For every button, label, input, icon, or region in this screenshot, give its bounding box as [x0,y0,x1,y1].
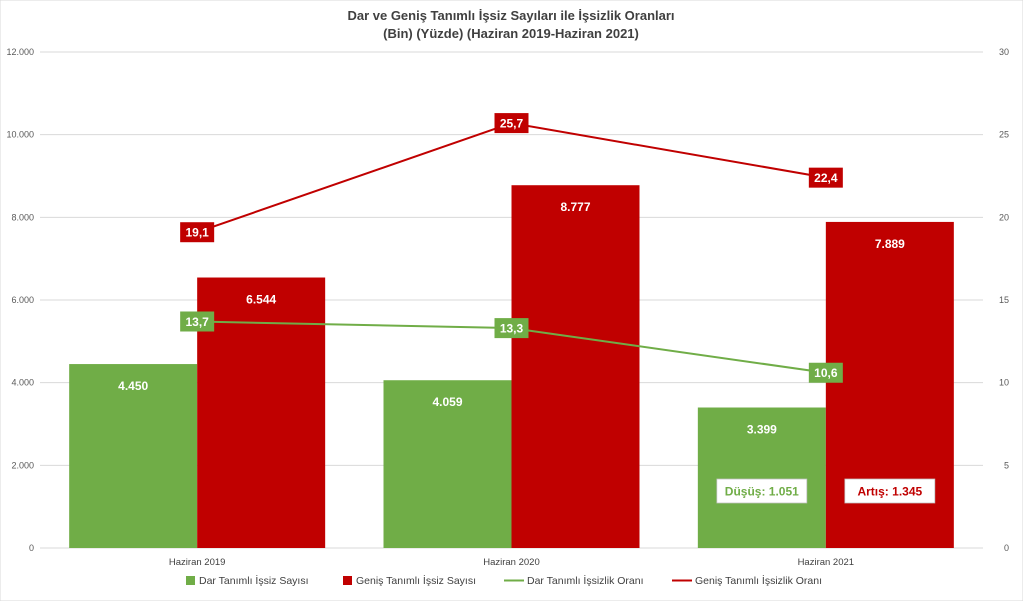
legend-label: Dar Tanımlı İşsizlik Oranı [527,574,644,587]
x-tick-label: Haziran 2021 [798,557,855,568]
line-point-label-box [180,222,215,243]
y-left-tick-label: 0 [29,543,34,553]
y-left-tick-label: 2.000 [11,460,34,470]
line-point-label: 10,6 [814,366,838,380]
line-point-label-box [180,311,215,332]
annotations: Düşüş: 1.051 Artış: 1.345 [716,478,936,504]
line-point-label-box [808,167,843,188]
y-right-tick-label: 20 [999,212,1009,222]
line-point-label-box [494,318,529,339]
y-left-tick-label: 4.000 [11,378,34,388]
bar-dar [383,380,512,548]
bar-value-label: 4.059 [432,395,462,409]
legend-label: Geniş Tanımlı İşsizlik Oranı [695,574,822,587]
line-point-label: 13,7 [185,315,209,329]
line-point-label-box [808,362,843,383]
y-right-tick-label: 25 [999,130,1009,140]
y-left-tick-label: 8.000 [11,212,34,222]
legend: Dar Tanımlı İşsiz Sayısı Geniş Tanımlı İş… [186,574,822,587]
bar-value-label: 6.544 [246,293,276,307]
legend-marker [186,576,195,585]
bar-value-label: 3.399 [747,423,777,437]
annotation-text: Düşüş: 1.051 [725,485,799,499]
bar-genis [511,185,640,548]
axes: 0 2.000 4.000 6.000 8.000 10.000 12.000 0 5 10 15 2… [6,47,1009,568]
y-right-tick-label: 10 [999,378,1009,388]
y-left-tick-label: 12.000 [6,47,34,57]
bar-value-label: 4.450 [118,379,148,393]
bar-dar [69,364,198,548]
data-labels: 4.450 4.059 3.399 6.544 8.777 7.889 13,7 13,3 10… [118,113,905,437]
bar-dar [697,407,826,548]
legend-label: Geniş Tanımlı İşsiz Sayısı [356,574,476,587]
bar-genis [197,277,326,548]
bar-value-label: 7.889 [875,237,905,251]
line-point-label: 13,3 [500,322,524,336]
chart-title-line-2: (Bin) (Yüzde) (Haziran 2019-Haziran 2021… [383,26,639,41]
annotation-text: Artış: 1.345 [857,485,922,499]
annotation-box [716,478,808,504]
line-point-label: 19,1 [185,226,209,240]
legend-marker [343,576,352,585]
y-right-tick-label: 30 [999,47,1009,57]
line-point-label: 22,4 [814,171,838,185]
line-point-label: 25,7 [500,117,524,131]
annotation-box [844,478,936,504]
bars [69,185,954,548]
bar-value-label: 8.777 [560,200,590,214]
y-right-tick-label: 0 [1004,543,1009,553]
y-right-tick-label: 15 [999,295,1009,305]
x-tick-label: Haziran 2019 [169,557,226,568]
y-right-tick-label: 5 [1004,460,1009,470]
x-tick-label: Haziran 2020 [483,557,540,568]
y-left-tick-label: 6.000 [11,295,34,305]
chart-title-line-1: Dar ve Geniş Tanımlı İşsiz Sayıları ile … [347,8,674,23]
legend-label: Dar Tanımlı İşsiz Sayısı [199,574,309,587]
line-point-label-box [494,113,529,134]
y-left-tick-label: 10.000 [6,130,34,140]
